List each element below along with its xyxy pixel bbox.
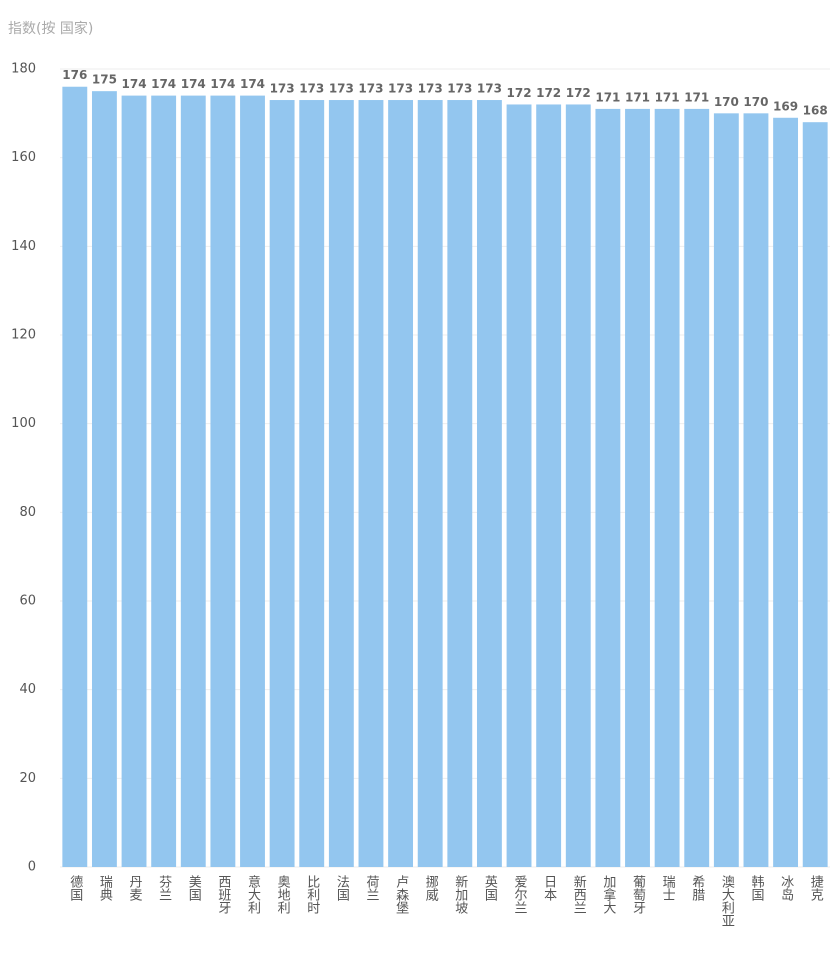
- x-tick-label: 德国: [67, 875, 83, 901]
- y-tick-label: 140: [11, 239, 36, 254]
- bar: [210, 95, 236, 868]
- value-label: 173: [358, 82, 383, 96]
- x-tick-label: 希腊: [689, 875, 705, 902]
- y-tick-label: 160: [11, 150, 36, 165]
- bar: [299, 100, 325, 868]
- y-tick-label: 120: [11, 328, 36, 343]
- x-tick-label: 加拿大: [600, 875, 616, 914]
- value-label: 172: [536, 86, 561, 100]
- x-tick-label: 葡萄牙: [630, 875, 646, 914]
- bar: [654, 108, 680, 867]
- bar: [476, 100, 502, 868]
- value-label: 169: [773, 99, 798, 113]
- bar: [91, 91, 117, 867]
- value-label: 174: [181, 77, 206, 91]
- value-label: 170: [743, 95, 768, 109]
- x-tick-label: 美国: [186, 875, 202, 901]
- bar: [62, 86, 88, 867]
- value-label: 173: [299, 82, 324, 96]
- y-tick-label: 60: [19, 594, 36, 609]
- bar: [180, 95, 206, 868]
- value-label: 173: [447, 82, 472, 96]
- bar: [269, 100, 295, 868]
- value-label: 171: [655, 90, 680, 104]
- bar: [595, 108, 621, 867]
- x-tick-label: 瑞士: [660, 875, 676, 901]
- bar: [684, 108, 710, 867]
- value-label: 174: [210, 77, 235, 91]
- value-label: 174: [122, 77, 147, 91]
- x-tick-label: 丹麦: [127, 875, 143, 901]
- bar: [713, 113, 739, 868]
- bar: [773, 117, 799, 868]
- x-tick-label: 西班牙: [215, 875, 231, 914]
- y-tick-label: 20: [19, 771, 36, 786]
- x-tick-label: 法国: [334, 875, 350, 901]
- y-tick-label: 80: [19, 505, 36, 520]
- bar: [625, 108, 650, 867]
- x-tick-label: 韩国: [748, 875, 764, 901]
- value-label: 173: [477, 82, 502, 96]
- bar: [388, 100, 414, 868]
- x-tick-label: 日本: [541, 875, 557, 901]
- x-tick-label: 卢森堡: [393, 874, 409, 914]
- x-tick-label: 奥地利: [275, 875, 291, 914]
- bar: [565, 104, 591, 867]
- x-tick-label: 意大利: [245, 874, 261, 914]
- value-label: 174: [151, 77, 176, 91]
- y-tick-label: 0: [28, 860, 36, 875]
- bar: [240, 95, 265, 868]
- bar: [536, 104, 562, 867]
- bar: [506, 104, 532, 867]
- value-label: 175: [92, 73, 117, 87]
- y-tick-label: 100: [11, 416, 36, 431]
- value-label: 174: [240, 77, 265, 91]
- value-label: 173: [270, 82, 295, 96]
- x-tick-label: 挪威: [423, 875, 439, 901]
- y-tick-label: 40: [19, 682, 36, 697]
- x-tick-label: 芬兰: [156, 875, 172, 901]
- x-tick-label: 比利时: [304, 875, 320, 914]
- bar: [121, 95, 147, 868]
- x-tick-label: 冰岛: [778, 875, 794, 901]
- x-tick-label: 新加坡: [452, 874, 468, 914]
- value-label: 171: [595, 90, 620, 104]
- bar: [328, 100, 354, 868]
- value-label: 170: [714, 95, 739, 109]
- value-label: 173: [388, 82, 413, 96]
- x-tick-label: 瑞典: [97, 875, 113, 901]
- x-tick-label: 新西兰: [571, 874, 587, 914]
- bar: [447, 100, 473, 868]
- value-label: 172: [566, 86, 591, 100]
- value-label: 173: [329, 82, 354, 96]
- value-label: 176: [62, 68, 87, 82]
- value-label: 168: [803, 104, 828, 118]
- chart-title: 指数(按 国家): [8, 20, 93, 37]
- value-label: 172: [507, 86, 532, 100]
- value-label: 173: [418, 82, 443, 96]
- bar: [743, 113, 769, 868]
- bar: [417, 100, 443, 868]
- value-label: 171: [684, 90, 709, 104]
- x-tick-label: 澳大利亚: [719, 874, 735, 927]
- y-tick-label: 180: [11, 62, 36, 77]
- x-tick-label: 荷兰: [363, 875, 379, 901]
- bar: [151, 95, 177, 868]
- x-tick-label: 爱尔兰: [512, 875, 528, 914]
- x-tick-label: 英国: [482, 875, 498, 901]
- bar: [358, 100, 384, 868]
- value-label: 171: [625, 90, 650, 104]
- bar: [802, 122, 828, 867]
- x-tick-label: 捷克: [808, 875, 824, 902]
